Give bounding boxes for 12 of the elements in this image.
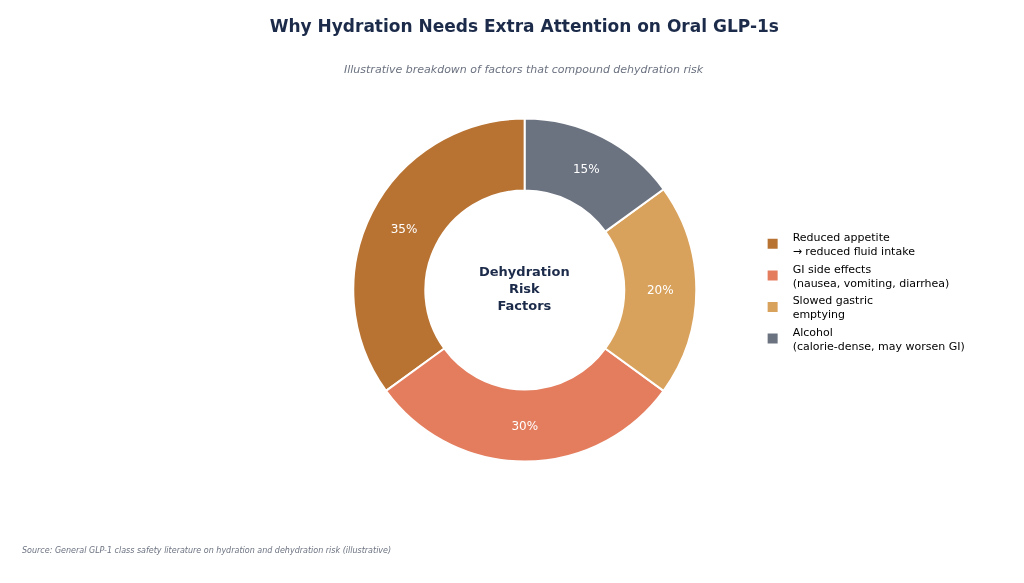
legend-label: Alcohol (calorie-dense, may worsen GI) [792, 325, 965, 354]
text: Dehydration Risk Factors [479, 264, 570, 313]
data-label: 20% [646, 283, 674, 298]
chart-title: Why Hydration Needs Extra Attention on Oral GLP-1s [269, 16, 779, 37]
legend-label: Slowed gastric emptying [792, 294, 874, 322]
legend-label: Reduced appetite → reduced fluid intake [792, 230, 916, 259]
data-label: 30% [511, 418, 539, 433]
data-label: 15% [572, 162, 600, 177]
source-note: Source: General GLP-1 class safety literature on hydration and dehydration risk (illustrative) [22, 546, 392, 555]
data-label: 35% [390, 221, 418, 236]
chart-subtitle: Illustrative breakdown of factors that compound dehydration risk [344, 63, 704, 76]
legend-label: GI side effects (nausea, vomiting, diarrhea) [792, 262, 950, 290]
